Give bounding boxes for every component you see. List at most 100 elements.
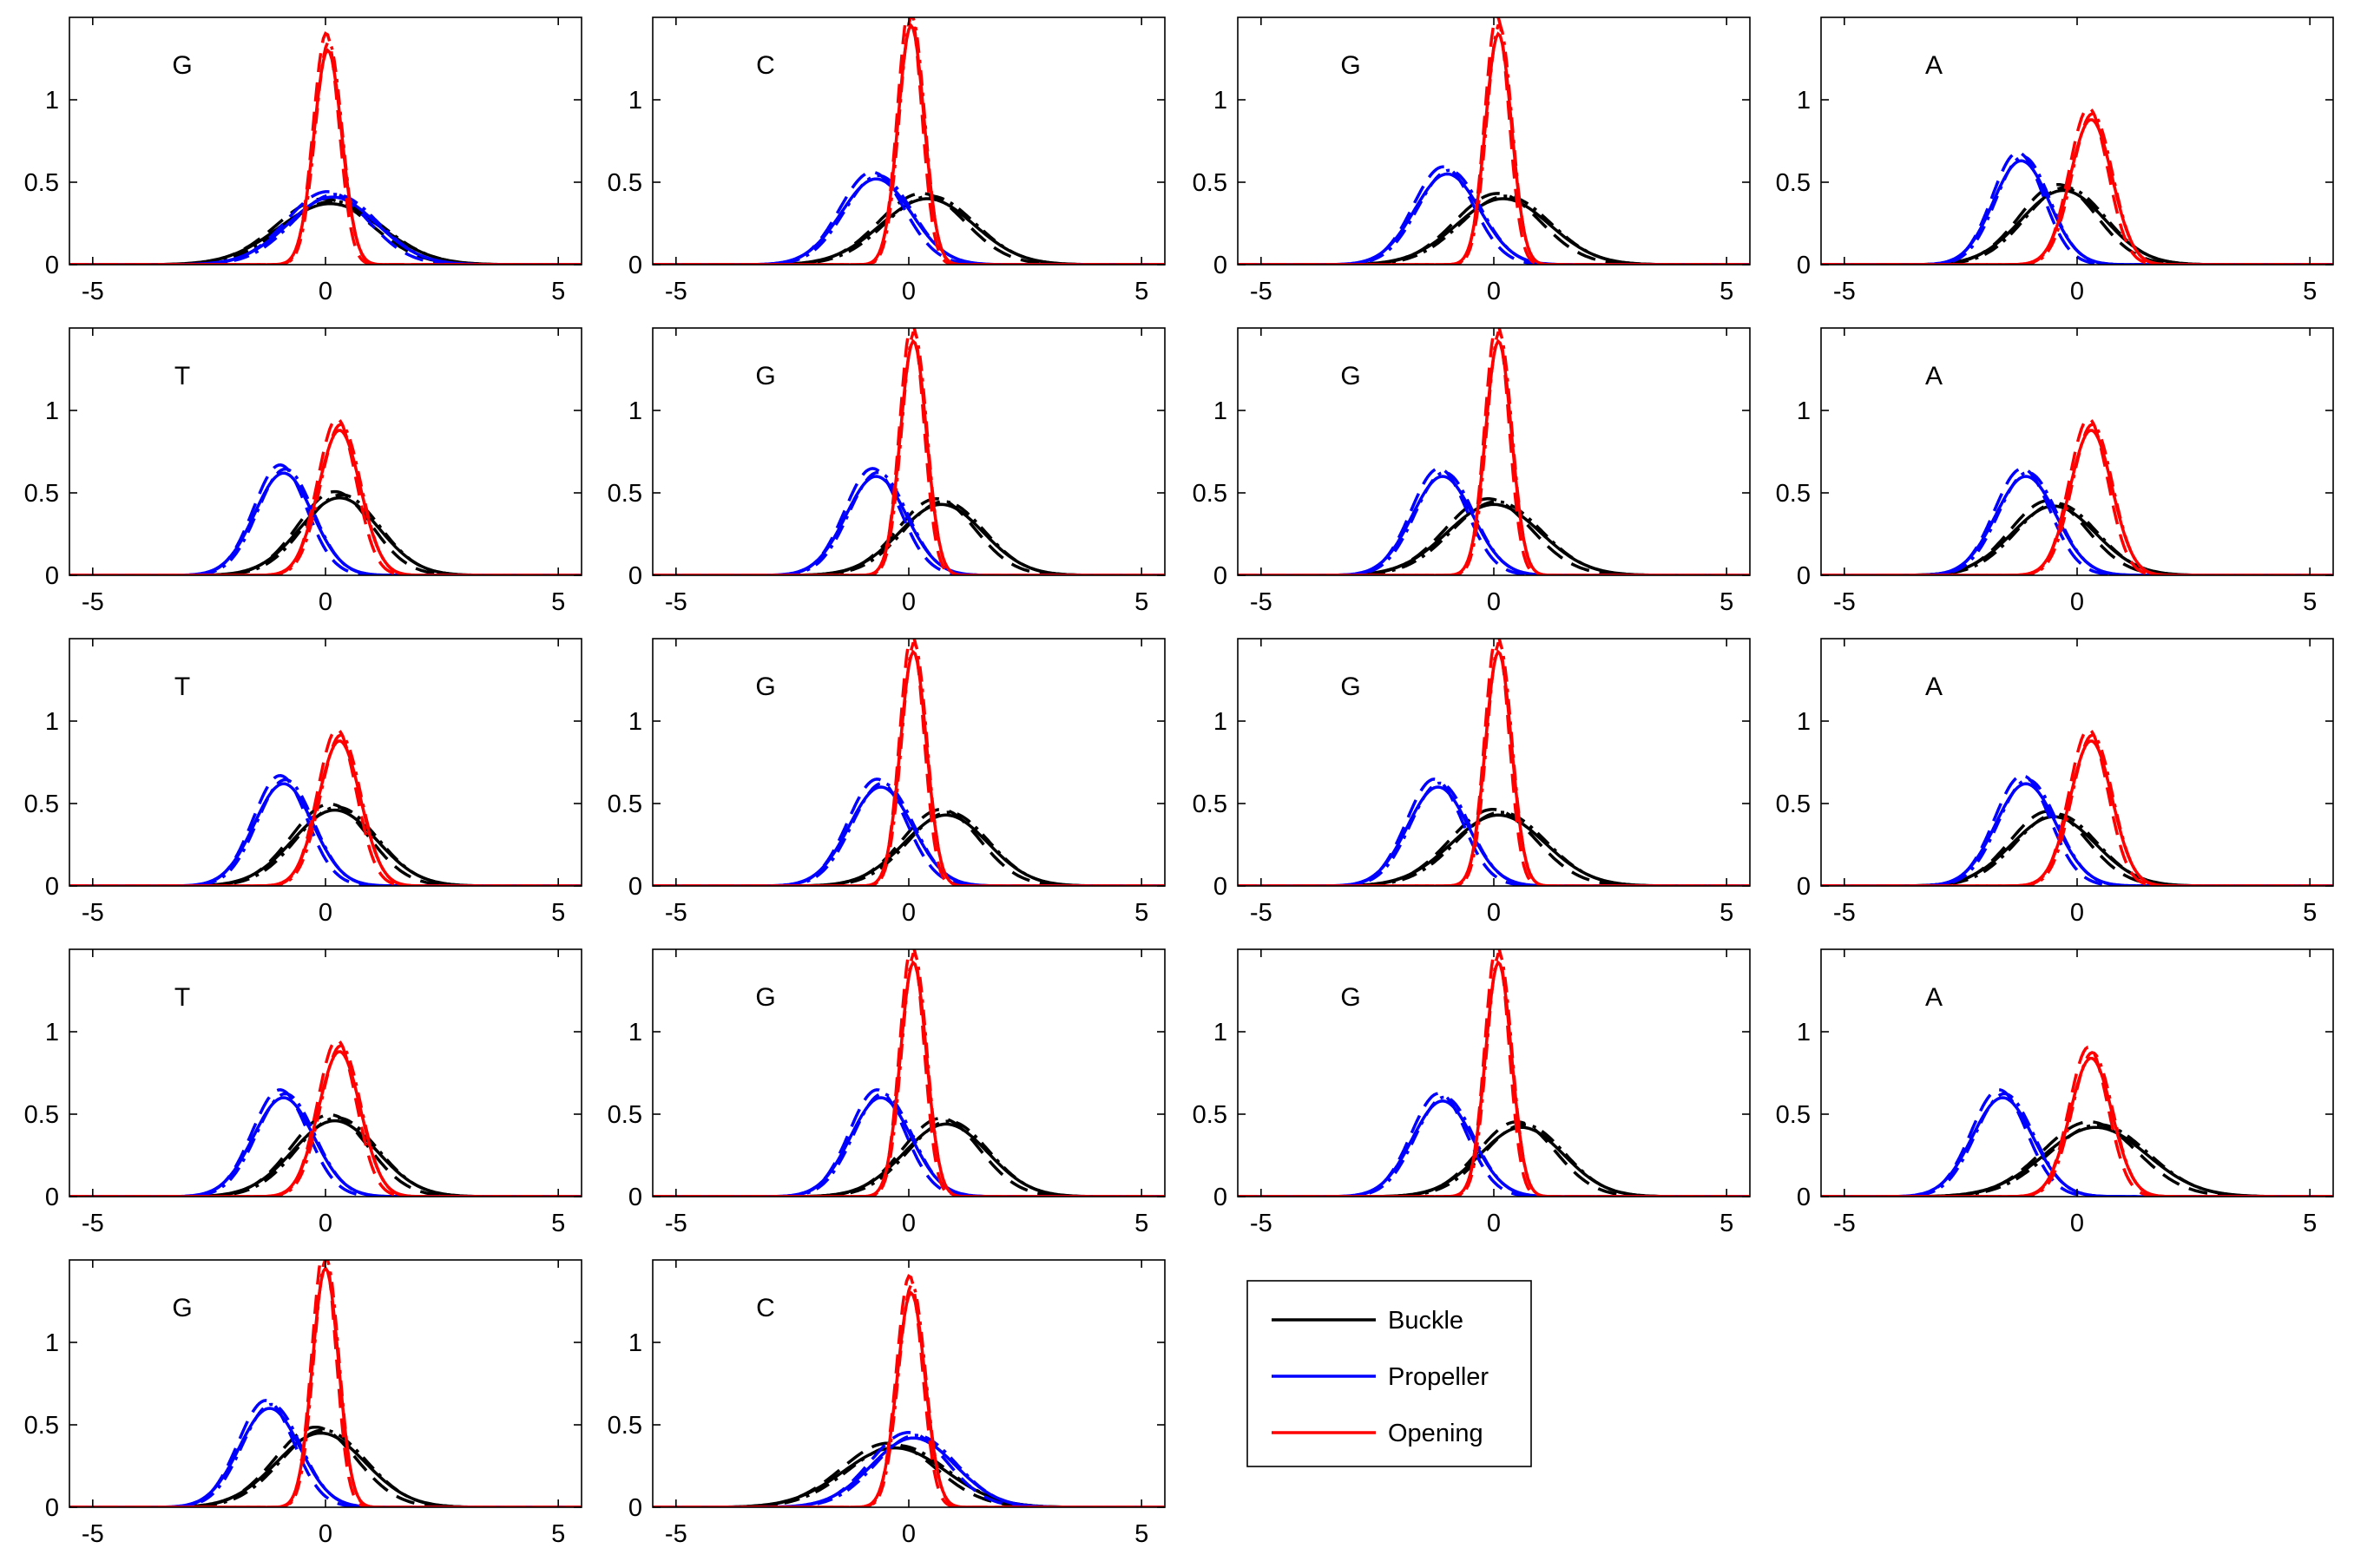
panel-curves — [69, 1260, 582, 1507]
y-tick-label: 0 — [1797, 1184, 1811, 1211]
x-tick-label: 5 — [1719, 1210, 1733, 1237]
y-tick-label: 1 — [628, 87, 642, 115]
x-tick-label: 0 — [319, 588, 332, 616]
opening-curve-solid — [1238, 960, 1750, 1197]
y-tick-label: 0 — [628, 252, 642, 279]
y-tick-label: 1 — [45, 1329, 59, 1357]
panel-label: A — [1925, 983, 1943, 1012]
y-tick-label: 0.5 — [1193, 791, 1227, 818]
opening-curve-dashdot — [653, 952, 1165, 1197]
x-tick-label: -5 — [1833, 899, 1856, 927]
opening-curve-solid — [1821, 1056, 2333, 1197]
x-tick-label: -5 — [82, 1520, 104, 1548]
axes-frame — [1820, 948, 2334, 1197]
x-tick-label: -5 — [1833, 588, 1856, 616]
x-tick-label: 5 — [551, 1210, 565, 1237]
x-tick-label: 5 — [551, 899, 565, 927]
panel-curves — [1238, 639, 1750, 886]
panel-label: G — [1340, 51, 1360, 80]
opening-curve-dashdot — [653, 641, 1165, 886]
legend-label-opening: Opening — [1388, 1420, 1483, 1447]
opening-curve-dashed — [69, 1260, 582, 1507]
y-tick-label: 1 — [1797, 397, 1811, 425]
y-tick-label: 0.5 — [1193, 1101, 1227, 1129]
y-tick-label: 1 — [1213, 1019, 1227, 1046]
propeller-curve-dashdot — [69, 1402, 582, 1507]
propeller-curve-dashdot — [653, 781, 1165, 886]
y-tick-label: 0.5 — [608, 1412, 642, 1440]
panel-curves — [1238, 17, 1750, 265]
buckle-curve-solid — [1821, 1125, 2333, 1197]
x-tick-label: 5 — [551, 1520, 565, 1548]
opening-curve-dashdot — [1821, 112, 2333, 265]
panel-label: C — [756, 1294, 775, 1322]
x-tick-label: 5 — [2303, 1210, 2317, 1237]
axes-frame — [1820, 638, 2334, 887]
propeller-curve-dashed — [1821, 1088, 2333, 1197]
panel-curves — [653, 328, 1165, 575]
propeller-curve-dashed — [69, 190, 582, 265]
propeller-curve-dashdot — [653, 1092, 1165, 1197]
y-tick-label: 1 — [628, 708, 642, 736]
propeller-curve-solid — [69, 195, 582, 265]
buckle-curve-solid — [1821, 504, 2333, 575]
panel-16: -5 0 5 0 0.5 1 A — [1776, 948, 2334, 1237]
propeller-curve-dashed — [1238, 777, 1750, 886]
y-tick-label: 0 — [1797, 252, 1811, 279]
x-tick-label: 0 — [2070, 588, 2084, 616]
y-tick-label: 1 — [1213, 708, 1227, 736]
legend-label-propeller: Propeller — [1388, 1363, 1489, 1391]
x-tick-label: 5 — [1719, 588, 1733, 616]
panel-10: -5 0 5 0 0.5 1 G — [608, 638, 1166, 927]
panel-18: -5 0 5 0 0.5 1 C — [608, 1259, 1166, 1548]
opening-curve-dashdot — [1821, 423, 2333, 575]
y-tick-label: 0 — [1213, 873, 1227, 901]
propeller-curve-dashed — [1238, 1092, 1750, 1197]
y-tick-label: 0.5 — [608, 169, 642, 197]
y-tick-label: 0 — [1213, 562, 1227, 590]
propeller-curve-dashed — [69, 774, 582, 886]
opening-curve-dashdot — [69, 41, 582, 265]
propeller-curve-dashdot — [1821, 1092, 2333, 1197]
y-tick-label: 0 — [45, 562, 59, 590]
panel-label: A — [1925, 672, 1943, 701]
opening-curve-solid — [653, 649, 1165, 886]
panel-curves — [653, 949, 1165, 1197]
opening-curve-solid — [69, 1265, 582, 1507]
opening-curve-solid — [69, 48, 582, 265]
panel-8: -5 0 5 0 0.5 1 A — [1776, 327, 2334, 616]
buckle-curve-dashdot — [1821, 186, 2333, 265]
propeller-curve-solid — [653, 785, 1165, 886]
y-tick-label: 1 — [45, 1019, 59, 1046]
panel-label: G — [755, 983, 775, 1012]
y-tick-label: 0.5 — [1193, 480, 1227, 508]
buckle-curve-dashdot — [653, 1444, 1165, 1507]
propeller-curve-solid — [1821, 1096, 2333, 1197]
x-tick-label: -5 — [1250, 588, 1272, 616]
propeller-curve-solid — [69, 1407, 582, 1507]
y-tick-label: 0.5 — [608, 480, 642, 508]
propeller-curve-dashed — [1238, 165, 1750, 265]
panel-curves — [653, 17, 1165, 265]
propeller-curve-dashed — [69, 463, 582, 575]
opening-curve-dashdot — [653, 1283, 1165, 1507]
y-tick-label: 0.5 — [608, 791, 642, 818]
y-tick-label: 1 — [45, 397, 59, 425]
x-tick-label: -5 — [665, 588, 687, 616]
panel-2: -5 0 5 0 0.5 1 C — [608, 16, 1166, 305]
opening-curve-solid — [1821, 118, 2333, 265]
propeller-curve-dashed — [653, 1431, 1165, 1507]
panel-curves — [69, 727, 582, 886]
propeller-curve-dashed — [69, 1088, 582, 1197]
x-tick-label: 0 — [319, 278, 332, 305]
panel-curves — [1821, 417, 2333, 575]
panel-label: G — [172, 51, 192, 80]
y-tick-label: 0 — [628, 1494, 642, 1522]
propeller-curve-dashdot — [1821, 777, 2333, 886]
propeller-curve-solid — [1238, 785, 1750, 886]
x-tick-label: 5 — [1134, 278, 1148, 305]
panel-curves — [1238, 949, 1750, 1197]
opening-curve-solid — [653, 960, 1165, 1197]
y-tick-label: 0.5 — [1776, 480, 1811, 508]
buckle-curve-dashdot — [653, 810, 1165, 886]
